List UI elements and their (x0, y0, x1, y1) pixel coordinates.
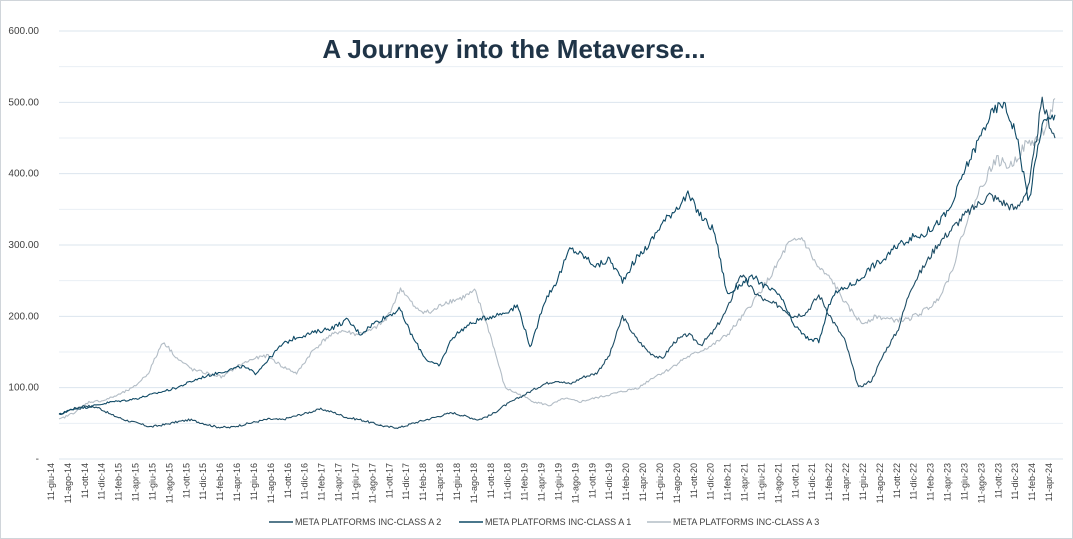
x-tick-label: 11-apr-22 (841, 463, 851, 501)
x-tick-label: 11-giu-22 (858, 463, 868, 500)
x-tick-label: 11-ago-23 (976, 463, 986, 503)
x-tick-label: 11-apr-23 (943, 463, 953, 501)
x-tick-label: 11-feb-23 (926, 463, 936, 501)
y-tick-label: 500.00 (8, 97, 39, 108)
x-tick-label: 11-apr-19 (537, 463, 547, 501)
x-tick-label: 11-apr-17 (334, 463, 344, 501)
x-tick-label: 11-feb-19 (520, 463, 530, 501)
x-tick-label: 11-feb-18 (418, 463, 428, 501)
x-tick-label: 11-apr-20 (638, 463, 648, 501)
x-tick-label: 11-ott-16 (283, 463, 293, 498)
x-tick-label: 11-dic-22 (909, 463, 919, 500)
x-tick-label: 11-apr-18 (435, 463, 445, 501)
legend-label: META PLATFORMS INC-CLASS A 2 (295, 517, 441, 527)
series-line (58, 98, 1056, 420)
x-tick-label: 11-dic-19 (604, 463, 614, 500)
x-tick-label: 11-ago-15 (164, 463, 174, 503)
x-tick-label: 11-giu-18 (452, 463, 462, 500)
x-tick-label: 11-feb-17 (317, 463, 327, 501)
x-tick-label: 11-feb-21 (723, 463, 733, 501)
x-tick-label: 11-ago-21 (773, 463, 783, 503)
x-tick-label: 11-dic-14 (97, 463, 107, 500)
x-tick-label: 11-ago-22 (875, 463, 885, 503)
y-tick-label: 200.00 (8, 311, 39, 322)
x-tick-label: 11-ago-20 (672, 463, 682, 503)
x-tick-label: 11-ago-19 (570, 463, 580, 503)
x-tick-label: 11-ago-16 (266, 463, 276, 503)
x-tick-label: 11-apr-15 (131, 463, 141, 501)
x-tick-label: 11-giu-15 (147, 463, 157, 500)
gridlines (59, 30, 1063, 460)
x-tick-label: 11-ago-18 (469, 463, 479, 503)
y-tick-label: - (36, 454, 39, 465)
x-tick-label: 11-apr-24 (1044, 463, 1054, 501)
x-tick-label: 11-giu-14 (46, 463, 56, 500)
x-tick-label: 11-feb-24 (1027, 463, 1037, 501)
y-tick-label: 100.00 (8, 383, 39, 394)
x-tick-label: 11-feb-20 (621, 463, 631, 501)
x-tick-label: 11-dic-15 (198, 463, 208, 500)
y-tick-label: 600.00 (8, 26, 39, 37)
x-tick-label: 11-ott-14 (80, 463, 90, 498)
x-tick-label: 11-ago-17 (367, 463, 377, 503)
series-lines (58, 96, 1056, 429)
x-tick-label: 11-feb-15 (114, 463, 124, 501)
x-tick-label: 11-giu-19 (553, 463, 563, 500)
legend-label: META PLATFORMS INC-CLASS A 1 (485, 517, 631, 527)
legend: META PLATFORMS INC-CLASS A 2 META PLATFOR… (269, 517, 819, 527)
x-tick-label: 11-feb-22 (824, 463, 834, 501)
x-tick-label: 11-ott-22 (892, 463, 902, 498)
x-tick-label: 11-ott-18 (486, 463, 496, 498)
x-tick-label: 11-dic-16 (300, 463, 310, 500)
series-line (58, 101, 1056, 416)
x-tick-label: 11-ott-23 (993, 463, 1003, 498)
x-tick-label: 11-dic-20 (706, 463, 716, 500)
x-tick-label: 11-dic-21 (807, 463, 817, 500)
x-tick-label: 11-ago-14 (63, 463, 73, 503)
x-tick-label: 11-giu-21 (756, 463, 766, 500)
x-tick-label: 11-ott-21 (790, 463, 800, 498)
legend-label: META PLATFORMS INC-CLASS A 3 (673, 517, 819, 527)
x-tick-label: 11-apr-16 (232, 463, 242, 501)
y-axis-ticks: - 100.00 200.00 300.00 400.00 500.00 600.00 (8, 26, 39, 465)
x-tick-label: 11-ott-20 (689, 463, 699, 498)
x-tick-label: 11-giu-17 (350, 463, 360, 500)
x-tick-label: 11-giu-20 (655, 463, 665, 500)
x-tick-label: 11-dic-23 (1010, 463, 1020, 500)
x-tick-label: 11-ott-15 (181, 463, 191, 498)
y-tick-label: 400.00 (8, 169, 39, 180)
x-tick-label: 11-dic-18 (503, 463, 513, 500)
x-tick-label: 11-ott-17 (384, 463, 394, 498)
x-axis-ticks: 11-giu-14 11-ago-14 11-ott-14 11-dic-14 11-f… (46, 463, 1054, 503)
x-tick-label: 11-giu-23 (959, 463, 969, 500)
y-tick-label: 300.00 (8, 240, 39, 251)
x-tick-label: 11-feb-16 (215, 463, 225, 501)
x-tick-label: 11-ott-19 (587, 463, 597, 498)
series-line (58, 96, 1056, 429)
x-tick-label: 11-apr-21 (740, 463, 750, 501)
x-tick-label: 11-giu-16 (249, 463, 259, 500)
x-tick-label: 11-dic-17 (401, 463, 411, 500)
chart-title: A Journey into the Metaverse... (322, 34, 705, 64)
